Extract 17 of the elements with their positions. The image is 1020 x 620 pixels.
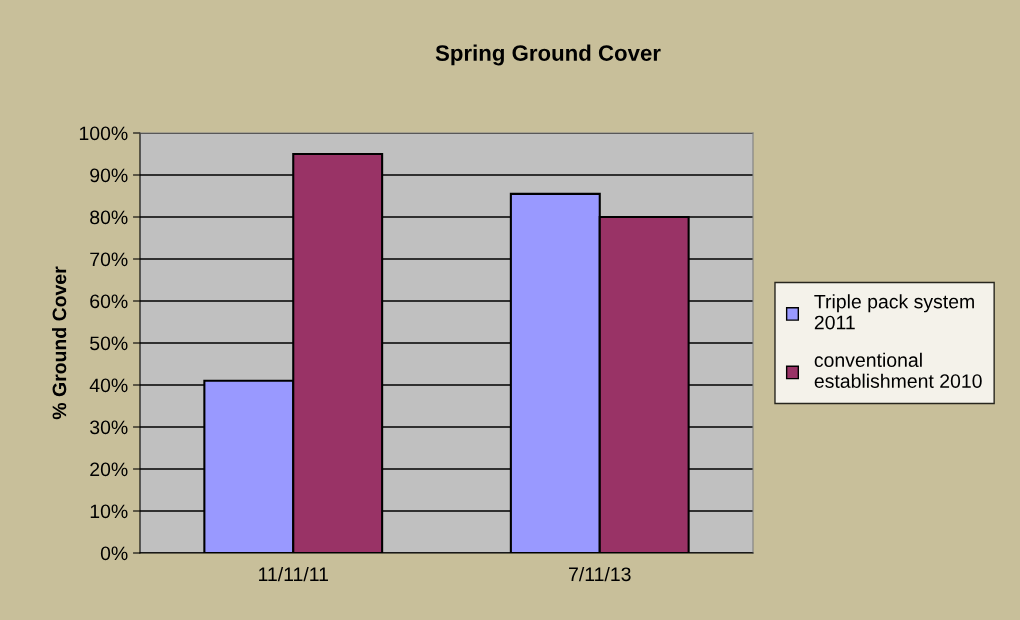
y-tick-label: 30% <box>90 420 128 435</box>
legend-label: conventional establishment 2010 <box>814 352 982 388</box>
y-tick-label: 80% <box>90 210 128 225</box>
y-axis-title: % Ground Cover <box>52 266 67 420</box>
y-tick-label: 50% <box>90 336 128 351</box>
x-tick-label: 11/11/11 <box>259 566 328 582</box>
y-tick-label: 0% <box>100 546 128 561</box>
x-tick-label: 7/11/13 <box>569 566 631 582</box>
y-tick-label: 20% <box>90 462 128 477</box>
y-tick-label: 100% <box>79 126 128 141</box>
y-tick-label: 90% <box>90 168 128 183</box>
y-tick-label: 40% <box>89 378 128 393</box>
y-tick-label: 70% <box>90 252 128 267</box>
chart-title: Spring Ground Cover <box>435 44 661 66</box>
y-tick-label: 10% <box>90 504 128 519</box>
y-tick-label: 60% <box>90 294 128 309</box>
legend-label: Triple pack system 2011 <box>814 294 974 330</box>
